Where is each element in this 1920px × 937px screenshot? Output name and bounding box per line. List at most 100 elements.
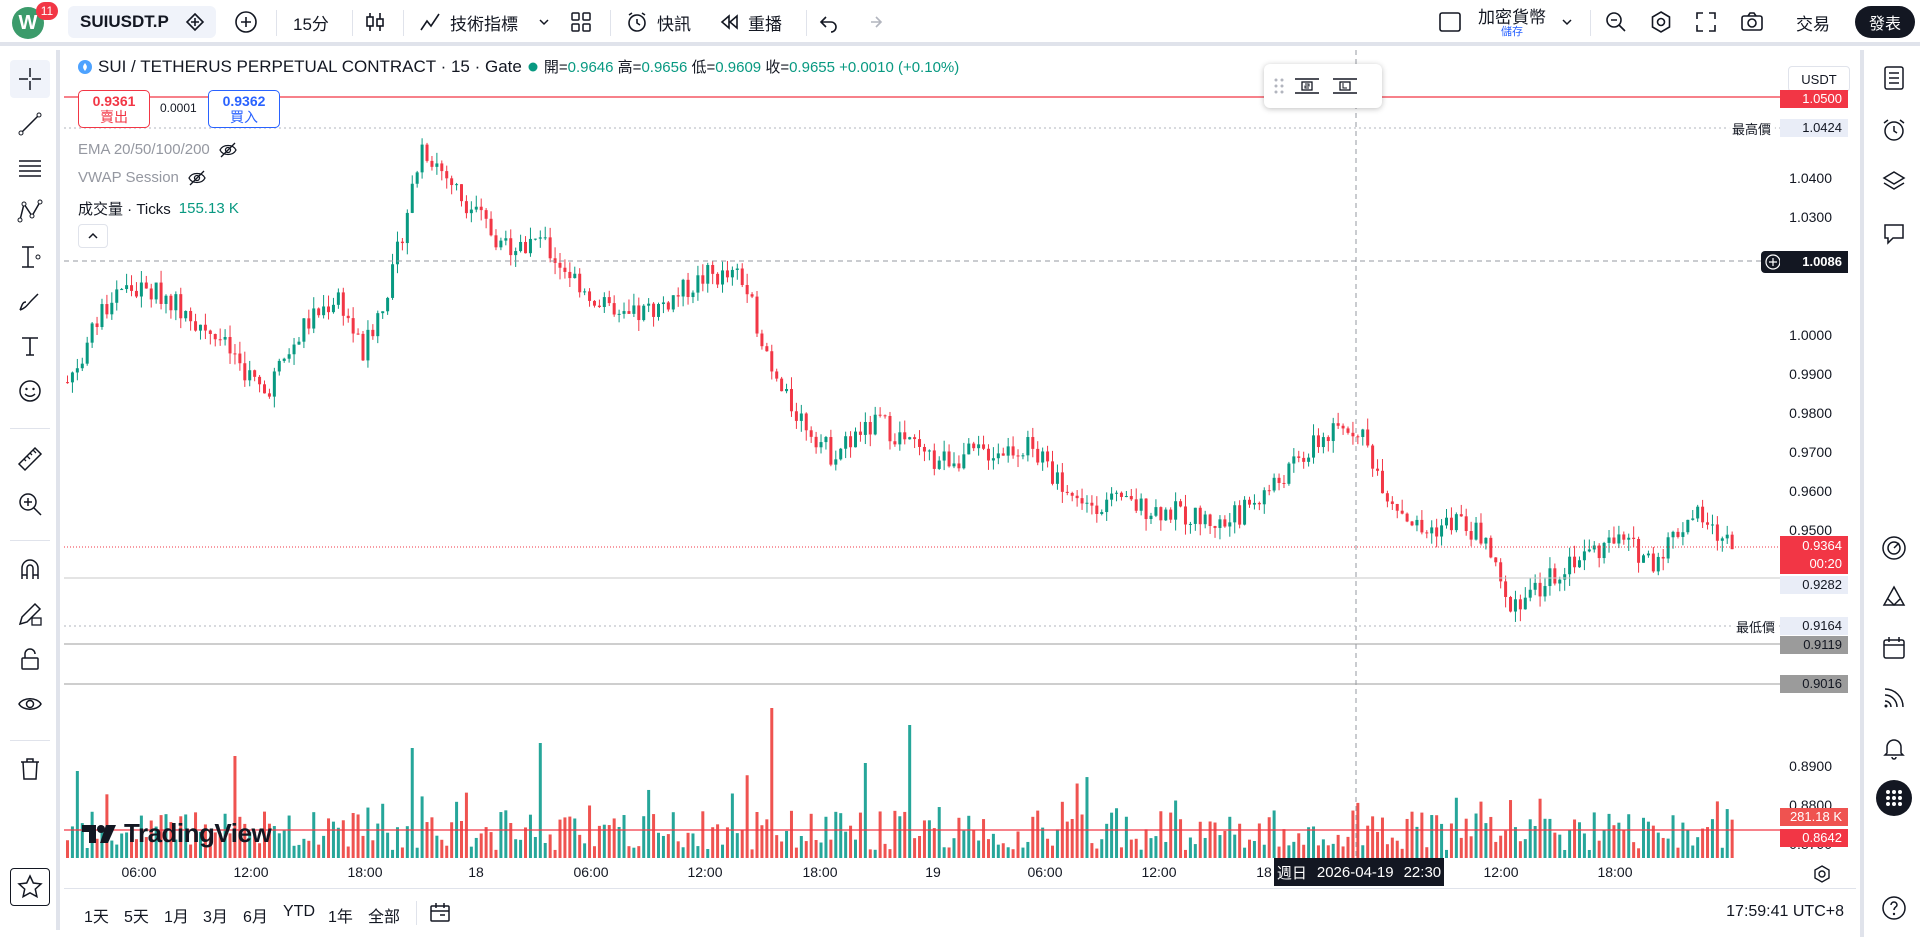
low-value-label: 0.9164 — [1780, 617, 1848, 635]
currency-selector[interactable]: 加密貨幣 儲存 — [1478, 7, 1546, 38]
gauge-icon[interactable] — [1876, 530, 1912, 566]
chat-icon[interactable] — [1876, 216, 1912, 252]
range-all-button[interactable]: 全部 — [368, 909, 401, 926]
drag-handle-icon[interactable] — [1274, 77, 1284, 95]
buy-button[interactable]: 0.9362 買入 — [208, 90, 280, 128]
candle-body — [977, 444, 981, 449]
floating-order-toolbar — [1264, 64, 1382, 108]
quick-search-icon[interactable] — [1604, 6, 1628, 38]
volume-bar — [1563, 849, 1567, 858]
range-3m-button[interactable]: 3月 — [203, 909, 228, 926]
apps-grid-icon[interactable] — [1876, 780, 1912, 816]
candle-body — [1080, 498, 1084, 504]
long-settings-icon[interactable] — [1330, 71, 1360, 101]
fib-lines-icon[interactable] — [10, 150, 50, 188]
camera-icon[interactable] — [1740, 6, 1764, 38]
tradingview-logo[interactable]: TradingView — [82, 818, 272, 849]
layout-grid-icon[interactable] — [570, 6, 592, 38]
zoom-in-icon[interactable] — [10, 485, 50, 523]
candle-body — [1469, 531, 1473, 540]
currency-unit-button[interactable]: USDT — [1788, 66, 1850, 92]
trade-button[interactable]: 交易 — [1796, 14, 1830, 34]
publish-button[interactable]: 發表 — [1855, 6, 1915, 38]
watchlist-icon[interactable] — [1876, 60, 1912, 96]
settings-gear-icon[interactable] — [1649, 6, 1673, 38]
collapse-legend-button[interactable] — [78, 224, 108, 248]
range-1m-button[interactable]: 1月 — [164, 909, 189, 926]
magnet-icon[interactable] — [10, 550, 50, 588]
pencil-lock-icon[interactable] — [10, 595, 50, 633]
eye-off-icon[interactable] — [187, 170, 207, 186]
short-settings-icon[interactable] — [1292, 71, 1322, 101]
fullscreen-icon[interactable] — [1695, 6, 1717, 38]
candle-body — [198, 324, 202, 331]
chevron-down-icon[interactable] — [1561, 6, 1573, 38]
volume-bar — [499, 812, 503, 858]
replay-button[interactable]: 重播 — [718, 6, 782, 38]
alarm-clock-icon[interactable] — [1876, 112, 1912, 148]
emoji-icon[interactable] — [10, 372, 50, 410]
candle-body — [1361, 429, 1365, 437]
candle-body — [1139, 498, 1143, 511]
volume-bar — [154, 826, 158, 858]
eye-icon[interactable] — [10, 685, 50, 723]
projection-icon[interactable] — [10, 238, 50, 276]
range-ytd-button[interactable]: YTD — [283, 903, 315, 920]
indicators-icon — [420, 13, 440, 31]
star-favorites-icon[interactable] — [10, 868, 50, 906]
chart-pane[interactable]: 1.04001.03001.02001.00000.99000.98000.97… — [64, 50, 1856, 884]
news-feed-icon[interactable] — [1876, 680, 1912, 716]
symbol-search-button[interactable]: SUIUSDT.P — [68, 6, 216, 38]
candle-body — [1484, 537, 1488, 544]
sell-button[interactable]: 0.9361 賣出 — [78, 90, 150, 128]
undo-icon[interactable] — [818, 6, 840, 38]
calendar-icon[interactable] — [1876, 630, 1912, 666]
chevron-down-icon[interactable] — [538, 6, 550, 38]
interval-button[interactable]: 15分 — [293, 14, 329, 34]
volume-bar — [1553, 832, 1557, 858]
notifications-bell-icon[interactable] — [1876, 730, 1912, 766]
text-tool-icon[interactable] — [10, 327, 50, 365]
volume-bar — [972, 829, 976, 858]
date-range-icon[interactable] — [428, 901, 452, 930]
clock-timezone[interactable]: 17:59:41 UTC+8 — [1726, 903, 1844, 920]
compare-add-icon[interactable] — [234, 6, 258, 38]
candle-body — [307, 318, 311, 329]
lock-icon[interactable] — [10, 640, 50, 678]
ideas-icon[interactable] — [1876, 580, 1912, 616]
brush-icon[interactable] — [10, 283, 50, 321]
volume-indicator[interactable]: 成交量 · Ticks 155.13 K — [78, 200, 239, 218]
watchlist-checkbox[interactable] — [1438, 6, 1462, 38]
vwap-indicator[interactable]: VWAP Session — [78, 169, 207, 186]
range-6m-button[interactable]: 6月 — [243, 909, 268, 926]
bottom-toolbar: 1天 5天 1月 3月 6月 YTD 1年 全部 17:59:41 UTC+8 — [64, 888, 1856, 937]
volume-bar — [1139, 849, 1143, 858]
trash-icon[interactable] — [10, 750, 50, 788]
time-tick-label: 06:00 — [121, 864, 156, 880]
trend-line-icon[interactable] — [10, 105, 50, 143]
range-1y-button[interactable]: 1年 — [328, 909, 353, 926]
volume-bar — [607, 825, 611, 858]
help-icon[interactable] — [1876, 890, 1912, 926]
ema-indicator[interactable]: EMA 20/50/100/200 — [78, 141, 238, 158]
redo-icon[interactable] — [862, 6, 884, 38]
indicators-button[interactable]: 技術指標 — [418, 6, 518, 38]
crosshair-icon[interactable] — [10, 60, 50, 98]
layers-icon[interactable] — [1876, 164, 1912, 200]
volume-bar — [351, 813, 355, 858]
candle-body — [218, 339, 222, 341]
volume-bar — [1174, 800, 1178, 858]
alert-button[interactable]: 快訊 — [625, 6, 691, 38]
diamond-plus-icon[interactable] — [185, 12, 205, 32]
volume-bar — [1046, 838, 1050, 858]
axis-settings-icon[interactable] — [1812, 864, 1832, 889]
volume-bar — [893, 810, 897, 858]
add-alert-plus-icon[interactable] — [1761, 251, 1785, 273]
ruler-icon[interactable] — [10, 440, 50, 478]
candle-style-icon[interactable] — [363, 6, 387, 38]
range-5d-button[interactable]: 5天 — [124, 909, 149, 926]
eye-off-icon[interactable] — [218, 142, 238, 158]
price-chart[interactable]: 1.04001.03001.02001.00000.99000.98000.97… — [64, 50, 1856, 884]
range-1d-button[interactable]: 1天 — [84, 909, 109, 926]
pattern-icon[interactable] — [10, 193, 50, 231]
